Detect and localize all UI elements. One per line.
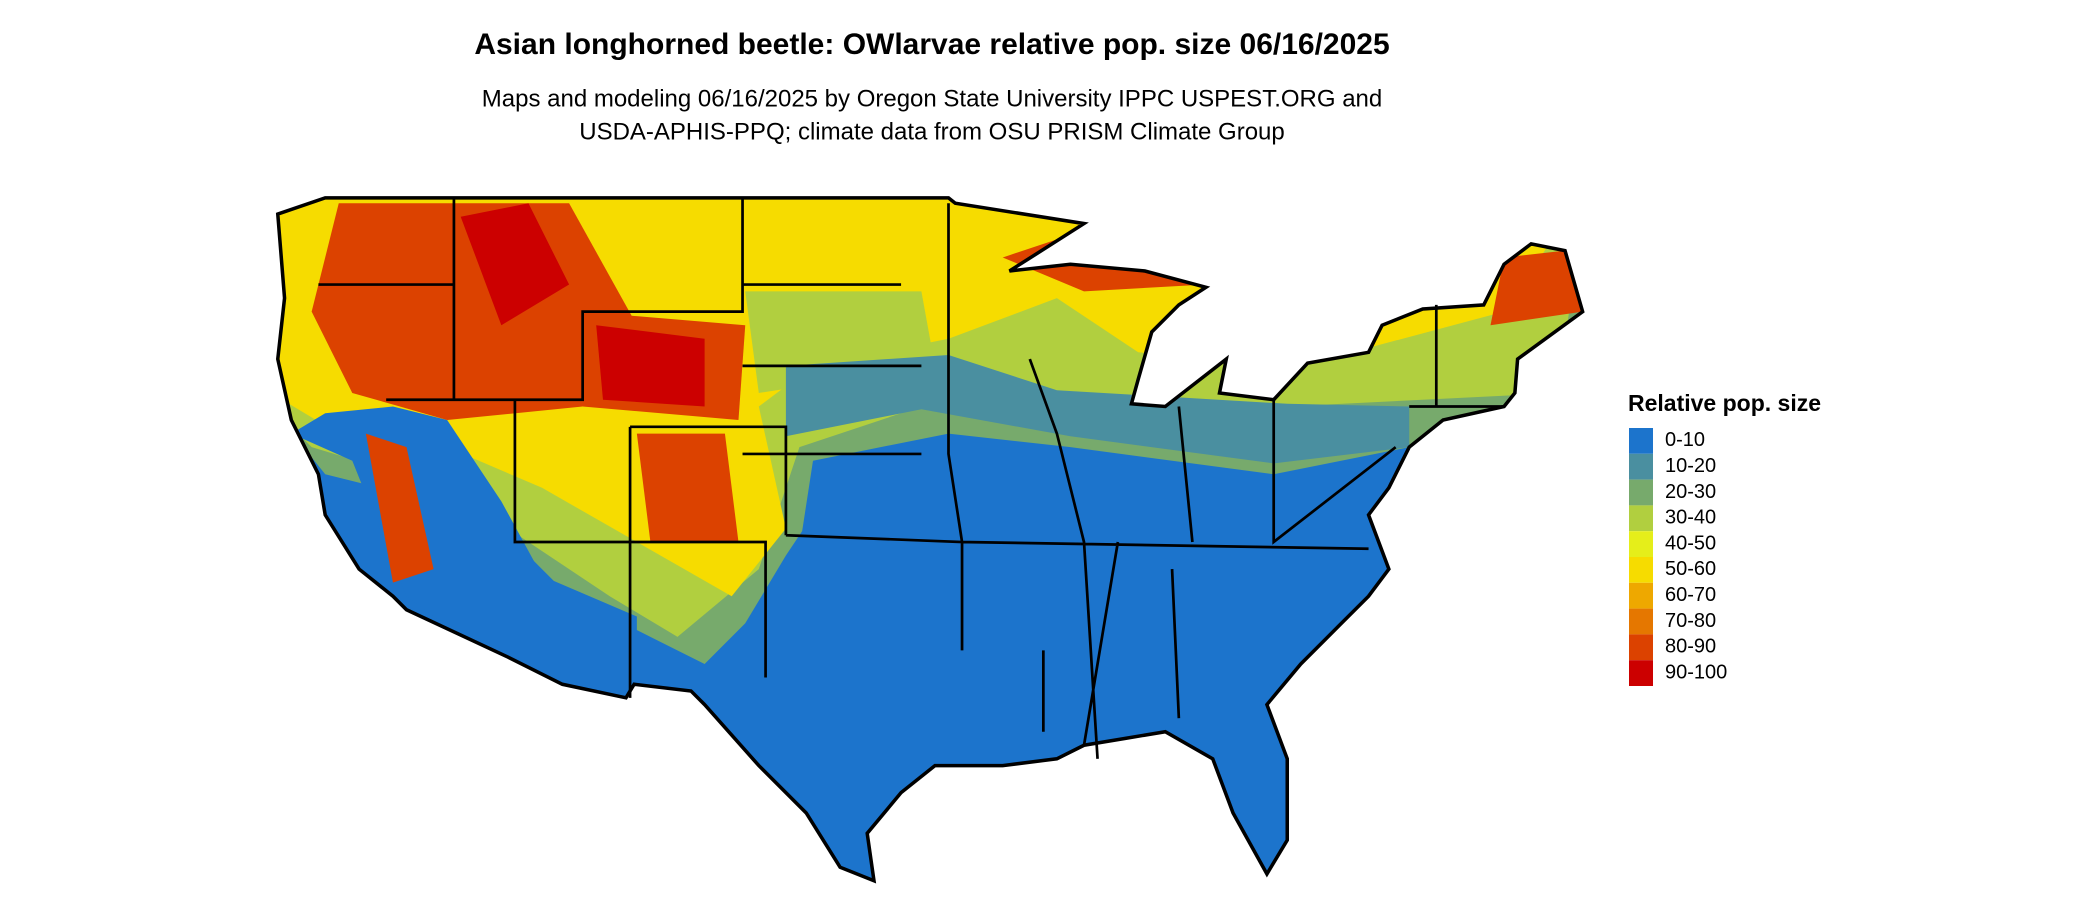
map-region <box>365 433 434 583</box>
map-title: Asian longhorned beetle: OWlarvae relati… <box>474 28 1389 61</box>
map-region <box>785 355 1410 464</box>
legend-label: 60-70 <box>1665 584 1716 606</box>
legend-label: 20-30 <box>1665 481 1716 503</box>
legend-swatch <box>1629 505 1653 532</box>
legend-label: 70-80 <box>1665 610 1716 632</box>
legend-swatch <box>1629 479 1653 506</box>
map-region <box>311 203 637 421</box>
legend-swatch <box>1629 531 1653 557</box>
legend-swatch <box>1629 660 1653 686</box>
state-borders <box>318 197 1505 759</box>
legend-label: 10-20 <box>1665 455 1716 477</box>
map-region <box>758 433 1437 813</box>
legend-swatch <box>1629 582 1653 609</box>
map <box>276 196 1585 883</box>
map-region <box>636 433 739 542</box>
legend-swatch <box>1629 453 1653 480</box>
map-region <box>596 325 705 407</box>
map-region <box>460 203 570 326</box>
legend-label: 80-90 <box>1665 636 1716 658</box>
map-fill <box>277 197 1583 881</box>
legend-label: 50-60 <box>1665 558 1716 580</box>
legend-title: Relative pop. size <box>1628 390 1821 416</box>
legend-label: 0-10 <box>1665 429 1705 451</box>
legend-swatch <box>1629 634 1653 661</box>
map-region <box>1490 250 1583 326</box>
legend-swatch <box>1629 557 1653 583</box>
legend-swatch <box>1629 428 1653 454</box>
legend-label: 90-100 <box>1665 661 1727 683</box>
legend-label: 40-50 <box>1665 532 1716 554</box>
map-subtitle: Maps and modeling 06/16/2025 by Oregon S… <box>482 85 1382 112</box>
legend: 0-10 10-20 20-30 30-40 40-50 50-60 60-70 70-80 8… <box>1629 428 1727 686</box>
legend-swatch <box>1629 608 1653 635</box>
legend-label: 30-40 <box>1665 507 1716 529</box>
map-subtitle: USDA-APHIS-PPQ; climate data from OSU PR… <box>579 118 1285 145</box>
